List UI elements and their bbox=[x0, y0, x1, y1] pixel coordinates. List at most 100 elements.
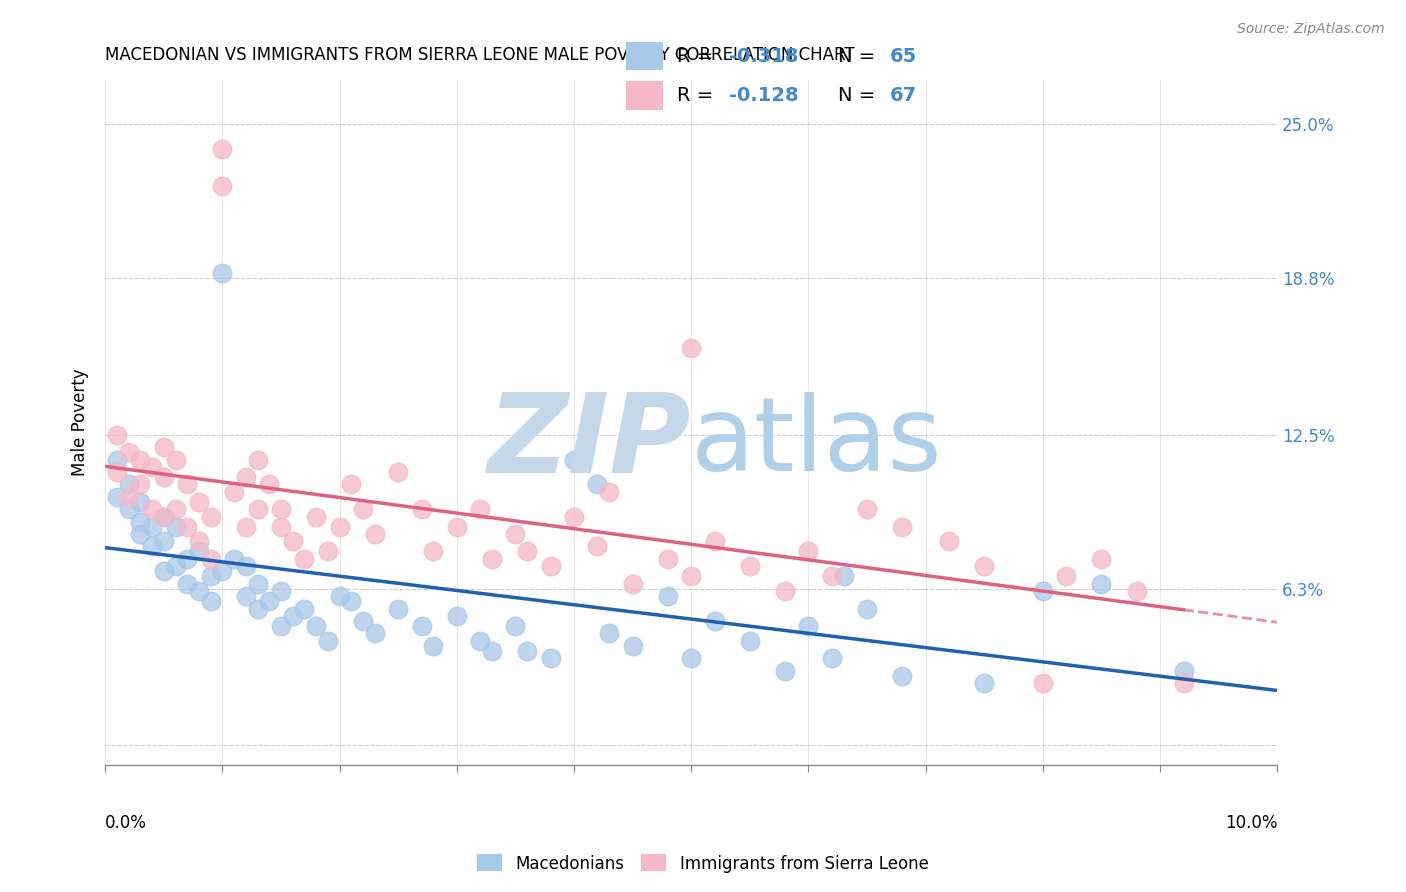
Point bbox=[129, 495, 152, 509]
Point bbox=[938, 534, 960, 549]
Point bbox=[703, 534, 725, 549]
Point bbox=[188, 534, 211, 549]
Text: 0.0%: 0.0% bbox=[105, 814, 148, 832]
Point bbox=[621, 639, 644, 653]
Point bbox=[188, 495, 211, 509]
Point bbox=[105, 452, 128, 467]
Point bbox=[141, 519, 163, 533]
Point bbox=[387, 465, 409, 479]
Text: -0.318: -0.318 bbox=[728, 46, 799, 66]
Point bbox=[188, 584, 211, 599]
Text: R =: R = bbox=[678, 86, 720, 105]
Point bbox=[235, 559, 257, 574]
Point bbox=[305, 619, 328, 633]
Point bbox=[411, 619, 433, 633]
Point bbox=[681, 341, 703, 355]
Point bbox=[1173, 676, 1195, 690]
Point bbox=[1090, 552, 1112, 566]
Point bbox=[773, 584, 796, 599]
Point bbox=[235, 470, 257, 484]
Point bbox=[294, 552, 316, 566]
Point bbox=[738, 633, 761, 648]
Point bbox=[118, 502, 141, 516]
Point bbox=[246, 502, 269, 516]
Point bbox=[281, 609, 304, 624]
Point bbox=[364, 527, 387, 541]
Point bbox=[176, 519, 198, 533]
Point bbox=[153, 440, 176, 454]
Point bbox=[598, 484, 620, 499]
Point bbox=[352, 614, 374, 628]
Point bbox=[200, 569, 222, 583]
Point bbox=[200, 594, 222, 608]
Y-axis label: Male Poverty: Male Poverty bbox=[72, 368, 89, 476]
Text: 67: 67 bbox=[890, 86, 917, 105]
Point bbox=[211, 179, 233, 194]
Point bbox=[118, 445, 141, 459]
Point bbox=[422, 639, 444, 653]
Point bbox=[797, 544, 820, 558]
Point bbox=[657, 589, 679, 603]
Point bbox=[165, 452, 187, 467]
Point bbox=[505, 619, 527, 633]
Point bbox=[856, 502, 879, 516]
Text: N =: N = bbox=[838, 46, 882, 66]
Point bbox=[281, 534, 304, 549]
Point bbox=[129, 452, 152, 467]
Point bbox=[141, 460, 163, 475]
Point bbox=[446, 519, 468, 533]
Legend: Macedonians, Immigrants from Sierra Leone: Macedonians, Immigrants from Sierra Leon… bbox=[471, 847, 935, 880]
Point bbox=[153, 509, 176, 524]
Point bbox=[797, 619, 820, 633]
Point bbox=[703, 614, 725, 628]
Point bbox=[562, 452, 585, 467]
Point bbox=[105, 490, 128, 504]
Point bbox=[200, 552, 222, 566]
Point bbox=[246, 576, 269, 591]
Point bbox=[176, 552, 198, 566]
Point bbox=[176, 576, 198, 591]
Point bbox=[316, 544, 339, 558]
Text: Source: ZipAtlas.com: Source: ZipAtlas.com bbox=[1237, 22, 1385, 37]
Point bbox=[891, 519, 914, 533]
Point bbox=[856, 601, 879, 615]
Point bbox=[153, 509, 176, 524]
Point bbox=[470, 633, 492, 648]
Point bbox=[329, 589, 352, 603]
Point bbox=[294, 601, 316, 615]
Point bbox=[1054, 569, 1077, 583]
Point bbox=[340, 594, 363, 608]
Point bbox=[422, 544, 444, 558]
Point bbox=[270, 502, 292, 516]
Point bbox=[129, 527, 152, 541]
Text: atlas: atlas bbox=[692, 392, 943, 493]
Point bbox=[352, 502, 374, 516]
Point bbox=[738, 559, 761, 574]
Point bbox=[387, 601, 409, 615]
Point bbox=[270, 519, 292, 533]
Point bbox=[259, 594, 281, 608]
Point bbox=[1032, 676, 1054, 690]
Text: R =: R = bbox=[678, 46, 720, 66]
Point bbox=[973, 676, 995, 690]
Point bbox=[1125, 584, 1147, 599]
Point bbox=[211, 266, 233, 280]
Point bbox=[211, 564, 233, 578]
Point bbox=[141, 540, 163, 554]
Point bbox=[481, 644, 503, 658]
Text: 65: 65 bbox=[890, 46, 917, 66]
Point bbox=[1032, 584, 1054, 599]
Point bbox=[224, 552, 246, 566]
Point bbox=[176, 477, 198, 491]
Point bbox=[153, 534, 176, 549]
Bar bbox=[626, 81, 662, 110]
Point bbox=[411, 502, 433, 516]
Point bbox=[129, 515, 152, 529]
Point bbox=[211, 142, 233, 156]
Point bbox=[235, 589, 257, 603]
Point bbox=[200, 509, 222, 524]
Point bbox=[973, 559, 995, 574]
Point bbox=[364, 626, 387, 640]
Point bbox=[118, 477, 141, 491]
Point bbox=[246, 601, 269, 615]
